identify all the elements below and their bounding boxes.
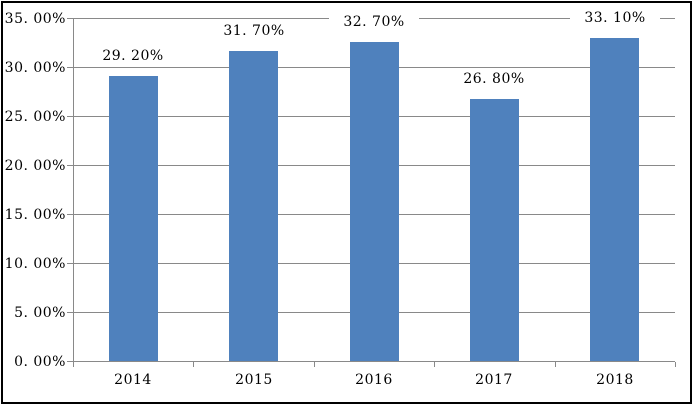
x-axis-tick: [434, 362, 435, 367]
bar-value-label: 33. 10%: [570, 11, 660, 26]
y-axis-tick-label: 30. 00%: [4, 60, 66, 76]
x-axis-category-label: 2014: [114, 372, 152, 388]
y-axis-tick-label: 10. 00%: [4, 256, 66, 272]
x-axis-line: [67, 361, 675, 362]
x-axis-tick: [314, 362, 315, 367]
x-axis-tick: [193, 362, 194, 367]
x-axis-tick: [675, 362, 676, 367]
y-axis-tick-label: 0. 00%: [14, 354, 66, 370]
x-axis-tick: [555, 362, 556, 367]
bar-2018: [590, 38, 639, 362]
x-axis-category-label: 2015: [235, 372, 273, 388]
bar-2016: [350, 42, 399, 362]
bar-2017: [470, 99, 519, 362]
bar-value-label: 31. 70%: [209, 24, 299, 39]
x-axis-category-label: 2016: [355, 372, 393, 388]
bar-2014: [109, 76, 158, 362]
x-axis-category-label: 2017: [475, 372, 513, 388]
y-axis-tick-label: 5. 00%: [14, 305, 66, 321]
bar-value-label: 26. 80%: [449, 72, 539, 87]
bar-2015: [229, 51, 278, 362]
y-axis-tick-label: 25. 00%: [4, 109, 66, 125]
y-axis-tick-label: 35. 00%: [4, 11, 66, 27]
y-axis-tick-label: 20. 00%: [4, 158, 66, 174]
y-axis-tick-label: 15. 00%: [4, 207, 66, 223]
y-axis-line: [73, 19, 74, 367]
bar-value-label: 29. 20%: [88, 49, 178, 64]
x-axis-category-label: 2018: [596, 372, 634, 388]
bar-value-label: 32. 70%: [329, 15, 419, 30]
